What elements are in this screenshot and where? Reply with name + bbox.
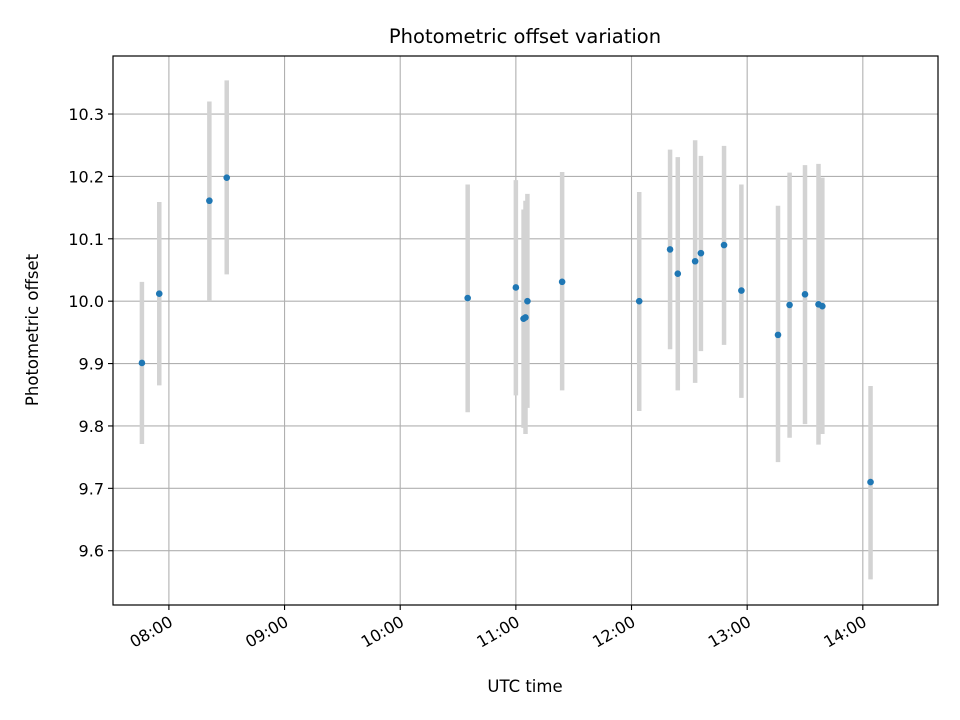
data-point <box>512 284 520 291</box>
plot-frame <box>112 55 939 606</box>
data-point <box>558 278 566 286</box>
y-tick-label: 9.8 <box>79 417 104 436</box>
data-point <box>819 302 826 310</box>
data-point <box>691 257 699 265</box>
data-points <box>138 174 874 486</box>
data-point <box>138 359 146 367</box>
data-point <box>464 294 471 302</box>
y-axis-label: Photometric offset <box>23 253 42 406</box>
data-point <box>206 197 213 205</box>
chart-title: Photometric offset variation <box>389 25 661 48</box>
data-point <box>674 270 682 278</box>
data-point <box>635 297 643 305</box>
data-point <box>522 314 529 321</box>
data-point <box>524 297 531 305</box>
data-point <box>666 246 674 253</box>
data-point <box>738 287 745 294</box>
data-point <box>786 301 793 309</box>
x-axis-label: UTC time <box>487 677 562 696</box>
data-point <box>774 331 782 339</box>
y-tick-label: 9.6 <box>79 542 104 561</box>
data-point <box>867 478 874 486</box>
data-point <box>155 290 163 297</box>
y-tick-label: 10.3 <box>68 105 104 124</box>
y-tick-label: 9.9 <box>79 355 104 374</box>
y-tick-label: 10.1 <box>68 230 104 249</box>
data-point <box>223 174 231 181</box>
y-tick-label: 10.2 <box>68 167 104 186</box>
y-tick-label: 9.7 <box>79 479 104 498</box>
data-point <box>697 249 705 257</box>
y-axis: 9.6 9.7 9.8 9.9 10.0 10.1 10.2 10.3 <box>68 105 113 561</box>
data-point <box>720 241 728 249</box>
y-tick-label: 10.0 <box>68 292 104 311</box>
data-point <box>801 291 809 298</box>
